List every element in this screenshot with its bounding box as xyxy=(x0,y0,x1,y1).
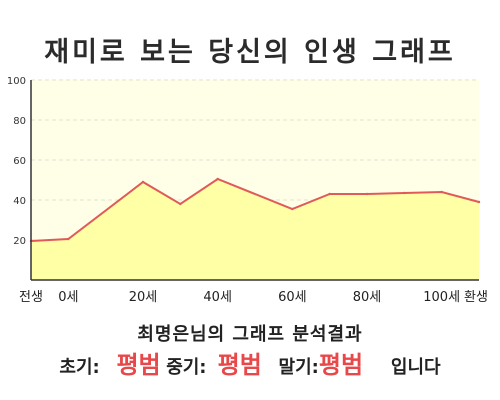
area-fill xyxy=(31,179,479,280)
result-heading: 최명은님의 그래프 분석결과 xyxy=(137,324,363,345)
x-tick-label: 60세 xyxy=(278,290,307,305)
data-point xyxy=(179,202,182,206)
x-tick-label: 20세 xyxy=(129,290,158,305)
x-tick-label: 40세 xyxy=(203,290,232,305)
data-point xyxy=(328,192,331,196)
result-suffix: 입니다 xyxy=(390,357,441,378)
data-point xyxy=(216,177,219,181)
data-point xyxy=(141,180,145,184)
x-tick-label: 전생 xyxy=(19,290,43,305)
y-tick-label: 100 xyxy=(7,76,26,87)
y-tick-label: 20 xyxy=(13,236,26,247)
middle-value: 평범 xyxy=(217,351,262,379)
data-point xyxy=(291,207,294,211)
data-point xyxy=(403,191,406,195)
early-label: 초기: xyxy=(59,357,100,378)
x-tick-labels: 전생 0세 20세 40세 60세 80세 100세 환생 xyxy=(19,290,488,305)
data-point xyxy=(440,190,443,194)
chart-title: 재미로 보는 당신의 인생 그래프 xyxy=(44,37,456,68)
x-tick-label: 100세 xyxy=(423,290,460,305)
y-tick-labels: 20 40 60 80 100 xyxy=(7,76,26,247)
late-value: 평범 xyxy=(318,351,364,379)
late-label: 말기: xyxy=(278,357,319,378)
y-tick-label: 80 xyxy=(13,116,26,127)
x-tick-label: 환생 xyxy=(464,290,488,305)
middle-label: 중기: xyxy=(166,357,207,378)
x-tick-label: 0세 xyxy=(58,290,78,305)
life-graph-chart: 20 40 60 80 100 전생 0세 20세 40세 60세 80세 100세 환생 xyxy=(7,76,488,305)
data-point xyxy=(365,192,369,196)
y-tick-label: 60 xyxy=(13,156,26,167)
result-summary: 초기: 평범 중기: 평범 말기:평범 입니다 xyxy=(0,345,500,381)
y-tick-label: 40 xyxy=(13,196,26,207)
data-point xyxy=(477,200,481,204)
data-point xyxy=(67,237,70,241)
early-value: 평범 xyxy=(116,351,161,379)
x-tick-label: 80세 xyxy=(353,290,382,305)
